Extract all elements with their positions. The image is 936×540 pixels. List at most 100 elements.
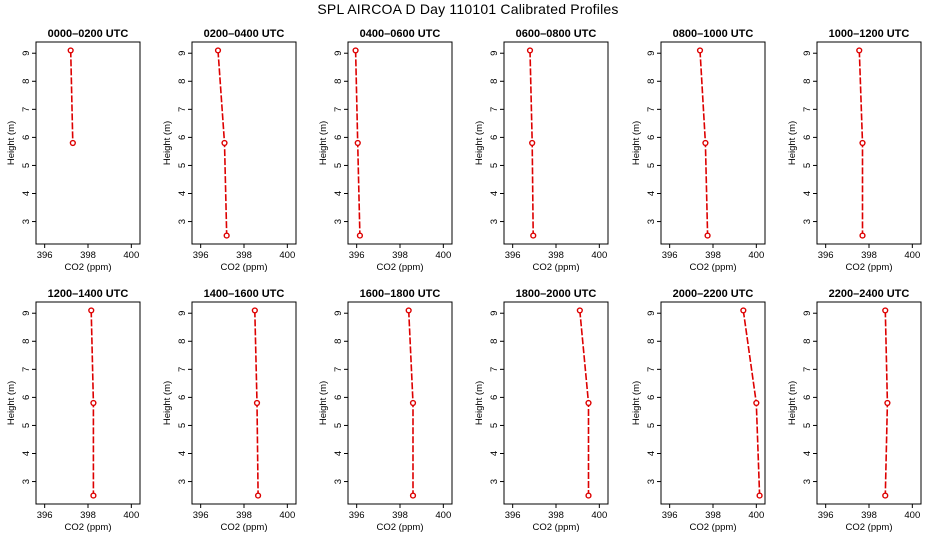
x-tick-label: 400: [435, 510, 451, 521]
profile-panel: 0000–0200 UTC 396 398 400 3 4 5 6 7 8 9 CO2 (ppm) He…: [6, 28, 141, 273]
x-tick-label: 396: [349, 250, 365, 261]
x-tick-label: 396: [349, 510, 365, 521]
y-tick-label: 6: [333, 135, 344, 140]
panel-title: 1600–1800 UTC: [360, 288, 441, 300]
y-tick-label: 8: [177, 79, 188, 84]
x-tick-label: 398: [705, 250, 721, 261]
y-axis-label: Height (m): [631, 121, 642, 165]
x-tick-label: 398: [236, 510, 252, 521]
y-tick-label: 8: [802, 339, 813, 344]
y-tick-label: 5: [333, 163, 344, 168]
main-title: SPL AIRCOA D Day 110101 Calibrated Profi…: [317, 1, 619, 17]
plot-frame: [660, 301, 766, 505]
y-tick-label: 4: [177, 451, 188, 456]
x-axis-label: CO2 (ppm): [65, 262, 112, 273]
x-tick-label: 396: [818, 510, 834, 521]
panel-title: 2000–2200 UTC: [673, 288, 754, 300]
y-tick-label: 6: [21, 395, 32, 400]
plot-frame: [191, 301, 297, 505]
y-tick-label: 9: [333, 51, 344, 56]
y-tick-label: 4: [802, 191, 813, 196]
x-tick-label: 400: [904, 250, 920, 261]
y-tick-label: 3: [333, 219, 344, 224]
y-tick-label: 9: [646, 51, 657, 56]
x-axis-label: CO2 (ppm): [533, 522, 580, 533]
y-tick-label: 6: [646, 135, 657, 140]
y-axis-label: Height (m): [787, 381, 798, 425]
y-tick-label: 5: [802, 423, 813, 428]
plot-frame: [660, 41, 766, 245]
y-tick-label: 7: [177, 107, 188, 112]
y-tick-label: 8: [21, 79, 32, 84]
x-axis-label: CO2 (ppm): [690, 522, 737, 533]
y-tick-label: 6: [21, 135, 32, 140]
x-tick-label: 396: [37, 510, 53, 521]
profile-panel: 0600–0800 UTC 396 398 400 3 4 5 6 7 8 9 CO2 (ppm) He…: [474, 28, 609, 273]
y-tick-label: 3: [177, 479, 188, 484]
profile-panel: 1600–1800 UTC 396 398 400 3 4 5 6 7 8 9 CO2 (ppm) He…: [318, 288, 453, 533]
y-tick-label: 7: [333, 367, 344, 372]
y-tick-label: 8: [177, 339, 188, 344]
y-axis-label: Height (m): [6, 121, 17, 165]
plot-frame: [347, 41, 453, 245]
x-tick-label: 398: [236, 250, 252, 261]
co2-data-point: [740, 307, 747, 314]
y-tick-label: 4: [333, 191, 344, 196]
y-axis-label: Height (m): [318, 381, 329, 425]
panel-title: 1400–1600 UTC: [204, 288, 285, 300]
x-tick-label: 398: [80, 250, 96, 261]
y-tick-label: 6: [333, 395, 344, 400]
co2-data-point: [223, 232, 230, 239]
y-tick-label: 7: [646, 367, 657, 372]
x-tick-label: 400: [591, 510, 607, 521]
co2-data-point: [405, 307, 412, 314]
profile-panel: 2200–2400 UTC 396 398 400 3 4 5 6 7 8 9 CO2 (ppm) He…: [787, 288, 922, 533]
co2-data-point: [221, 139, 228, 147]
x-tick-label: 400: [748, 250, 764, 261]
co2-data-point: [409, 492, 417, 499]
y-tick-label: 4: [489, 451, 500, 456]
x-axis-label: CO2 (ppm): [846, 262, 893, 273]
y-tick-label: 7: [646, 107, 657, 112]
co2-data-point: [585, 492, 592, 499]
panel-title: 0400–0600 UTC: [360, 28, 441, 40]
y-tick-label: 8: [333, 339, 344, 344]
y-tick-label: 5: [646, 163, 657, 168]
y-tick-label: 7: [21, 367, 32, 372]
y-tick-label: 7: [489, 367, 500, 372]
y-tick-label: 4: [333, 451, 344, 456]
plot-frame: [816, 301, 922, 505]
y-tick-label: 9: [333, 311, 344, 316]
co2-data-point: [90, 492, 97, 499]
y-tick-label: 7: [802, 367, 813, 372]
panel-title: 1000–1200 UTC: [829, 28, 910, 40]
y-axis-label: Height (m): [474, 121, 485, 165]
y-tick-label: 5: [333, 423, 344, 428]
panel-title: 1800–2000 UTC: [516, 288, 597, 300]
plot-frame: [503, 301, 609, 505]
y-tick-label: 5: [21, 163, 32, 168]
profile-panel: 1800–2000 UTC 396 398 400 3 4 5 6 7 8 9 CO2 (ppm) He…: [474, 288, 609, 533]
profile-panel: 0400–0600 UTC 396 398 400 3 4 5 6 7 8 9 CO2 (ppm) He…: [318, 28, 453, 273]
y-tick-label: 6: [802, 395, 813, 400]
y-tick-label: 7: [489, 107, 500, 112]
y-tick-label: 9: [21, 51, 32, 56]
y-axis-label: Height (m): [6, 381, 17, 425]
x-tick-label: 398: [861, 510, 877, 521]
co2-data-point: [352, 47, 359, 54]
co2-data-point: [576, 307, 583, 314]
co2-data-point: [882, 307, 889, 314]
y-tick-label: 3: [802, 219, 813, 224]
profile-panel: 0800–1000 UTC 396 398 400 3 4 5 6 7 8 9 CO2 (ppm) He…: [631, 28, 766, 273]
y-tick-label: 8: [333, 79, 344, 84]
co2-data-point: [254, 492, 262, 499]
co2-data-point: [702, 139, 709, 147]
y-tick-label: 3: [333, 479, 344, 484]
y-tick-label: 6: [646, 395, 657, 400]
y-tick-label: 4: [646, 191, 657, 196]
y-tick-label: 9: [802, 311, 813, 316]
panel-title: 2200–2400 UTC: [829, 288, 910, 300]
y-tick-label: 8: [646, 79, 657, 84]
co2-data-point: [884, 399, 891, 407]
profile-panel: 1000–1200 UTC 396 398 400 3 4 5 6 7 8 9 CO2 (ppm) He…: [787, 28, 922, 273]
